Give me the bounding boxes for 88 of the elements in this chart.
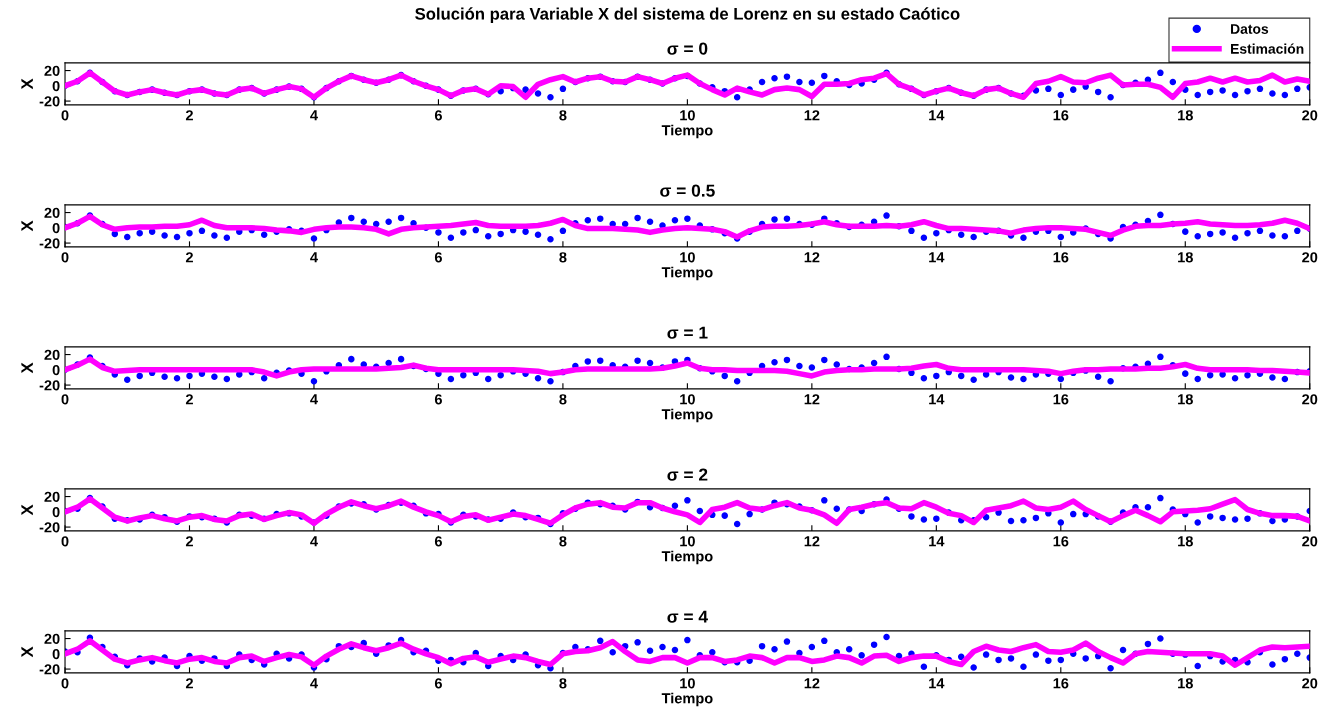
x-tick-label: 8	[559, 536, 567, 547]
x-tick-label: 10	[680, 252, 695, 263]
y-tick-label: -20	[39, 238, 60, 249]
y-tick-label: 0	[52, 364, 60, 376]
chart-title: σ = 2	[667, 468, 708, 481]
x-tick-label: 0	[61, 252, 69, 263]
y-axis-title: X	[21, 78, 33, 90]
x-axis-title: Tiempo	[661, 124, 713, 139]
x-tick-label: 18	[1178, 252, 1193, 263]
x-tick-label: 6	[434, 252, 442, 263]
x-tick-label: 14	[929, 110, 945, 121]
y-tick-label: -20	[39, 380, 60, 391]
x-tick-label: 10	[680, 394, 695, 405]
x-tick-label: 10	[680, 536, 695, 547]
y-tick-label: 20	[44, 207, 60, 218]
x-tick-label: 8	[559, 110, 567, 121]
y-axis-title: X	[21, 220, 33, 232]
x-tick-label: 4	[310, 110, 318, 121]
x-tick-label: 2	[185, 678, 193, 689]
y-tick-label: 20	[44, 633, 60, 644]
x-tick-label: 16	[1053, 394, 1069, 405]
chart-subtitle: σ = 0	[667, 42, 708, 55]
chart-title: Solución para Variable X del sistema de Lorenz en su estado Caótico	[415, 7, 960, 24]
x-tick-label: 12	[804, 110, 820, 121]
x-axis-title: Tiempo	[661, 266, 713, 281]
x-tick-label: 6	[434, 536, 442, 547]
x-tick-label: 16	[1053, 252, 1069, 263]
y-tick-label: -20	[39, 96, 60, 107]
x-tick-label: 20	[1302, 536, 1318, 547]
x-tick-label: 0	[61, 678, 69, 689]
x-tick-label: 14	[929, 678, 945, 689]
x-tick-label: 10	[680, 678, 695, 689]
x-tick-label: 20	[1302, 394, 1318, 405]
x-tick-label: 12	[804, 678, 820, 689]
x-tick-label: 6	[434, 110, 442, 121]
x-axis-title: Tiempo	[661, 550, 713, 565]
x-tick-label: 6	[434, 678, 442, 689]
x-tick-label: 18	[1178, 394, 1193, 405]
x-tick-label: 4	[310, 394, 318, 405]
x-tick-label: 18	[1178, 110, 1193, 121]
chart-title: σ = 0.5	[660, 184, 715, 197]
x-tick-label: 4	[310, 678, 318, 689]
x-tick-label: 2	[185, 536, 193, 547]
x-tick-label: 10	[680, 110, 695, 121]
x-tick-label: 2	[185, 252, 193, 263]
y-axis-title: X	[21, 646, 33, 658]
x-tick-label: 12	[804, 252, 820, 263]
y-tick-label: 20	[44, 65, 60, 76]
x-tick-label: 12	[804, 394, 820, 405]
chart-title: σ = 4	[667, 610, 708, 623]
x-tick-label: 4	[310, 252, 318, 263]
x-tick-label: 0	[61, 394, 69, 405]
y-tick-label: -20	[39, 522, 60, 533]
legend-label: Estimación	[1231, 43, 1304, 54]
x-tick-label: 16	[1053, 536, 1069, 547]
x-tick-label: 8	[559, 394, 567, 405]
y-tick-label: 20	[44, 491, 60, 502]
chart-title: σ = 1	[667, 326, 708, 339]
y-tick-label: 20	[44, 349, 60, 360]
x-tick-label: 20	[1302, 110, 1318, 121]
x-tick-label: 16	[1053, 678, 1069, 689]
y-tick-label: 0	[52, 648, 60, 660]
y-tick-label: 0	[52, 506, 60, 518]
x-tick-label: 0	[61, 110, 69, 121]
x-tick-label: 18	[1178, 678, 1193, 689]
x-tick-label: 12	[804, 536, 820, 547]
x-axis-title: Tiempo	[661, 408, 713, 423]
x-tick-label: 14	[929, 536, 945, 547]
x-axis-title: Tiempo	[661, 692, 713, 707]
legend-label: Datos	[1231, 24, 1269, 34]
y-tick-label: 0	[52, 222, 60, 234]
y-axis-title: X	[21, 362, 33, 374]
x-tick-label: 20	[1302, 678, 1318, 689]
y-axis-title: X	[21, 504, 33, 516]
x-tick-label: 6	[434, 394, 442, 405]
x-tick-label: 14	[929, 394, 945, 405]
y-tick-label: 0	[52, 80, 60, 92]
x-tick-label: 14	[929, 252, 945, 263]
x-tick-label: 0	[61, 536, 69, 547]
x-tick-label: 4	[310, 536, 318, 547]
y-tick-label: -20	[39, 664, 60, 675]
x-tick-label: 8	[559, 252, 567, 263]
x-tick-label: 16	[1053, 110, 1069, 121]
x-tick-label: 2	[185, 394, 193, 405]
x-tick-label: 8	[559, 678, 567, 689]
x-tick-label: 18	[1178, 536, 1193, 547]
x-tick-label: 2	[185, 110, 193, 121]
x-tick-label: 20	[1302, 252, 1318, 263]
